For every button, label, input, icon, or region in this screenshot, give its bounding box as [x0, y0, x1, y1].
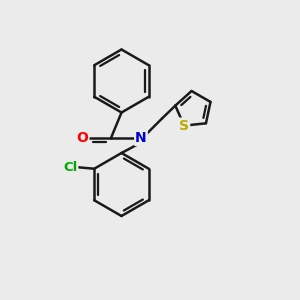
Text: Cl: Cl: [63, 161, 77, 174]
Text: O: O: [76, 131, 88, 145]
Text: S: S: [179, 118, 189, 133]
Text: N: N: [135, 131, 147, 145]
